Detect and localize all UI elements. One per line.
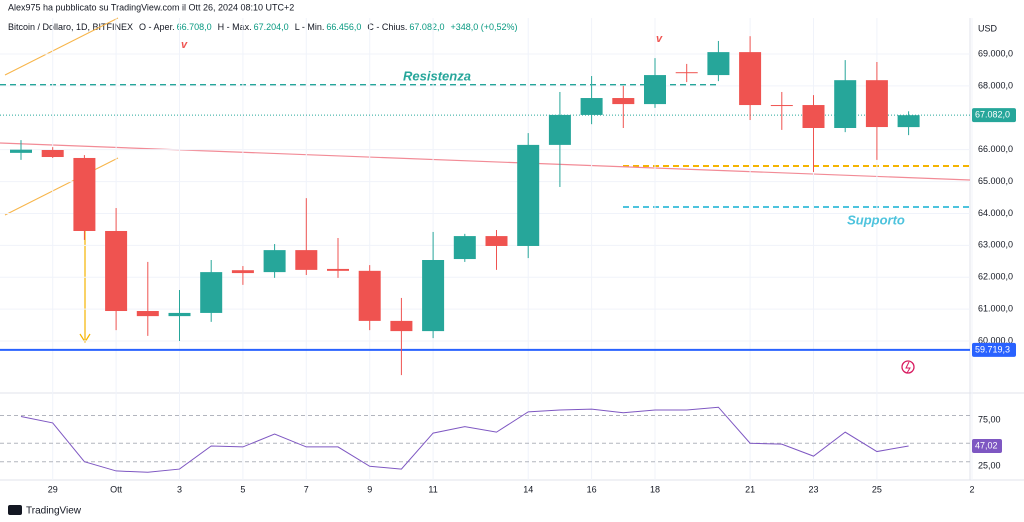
y-tick-label: 66.000,0 — [978, 144, 1013, 154]
event-icon — [905, 361, 911, 374]
x-tick-label: 14 — [523, 484, 533, 494]
candle-body — [358, 270, 381, 321]
candle-body — [739, 52, 762, 106]
currency: USD — [978, 23, 998, 33]
candle-body — [105, 230, 128, 312]
candle-body — [453, 236, 476, 260]
rsi-label-bg — [972, 438, 1002, 453]
candle-body — [136, 311, 159, 317]
trend-line — [0, 142, 971, 181]
y-tick-label: 75,00 — [978, 415, 1001, 425]
x-tick-label: 5 — [240, 484, 245, 494]
candle-body — [73, 157, 96, 231]
price-label: 67.082,0 — [975, 110, 1010, 120]
event-icon — [901, 360, 915, 374]
y-tick-label: 25,00 — [978, 461, 1001, 471]
candle-body — [390, 320, 413, 332]
candle-body — [200, 272, 223, 313]
author-line: Alex975 ha pubblicato su TradingView.com… — [8, 2, 294, 12]
symbol: Bitcoin / Dollaro, 1D, BITFINEX — [8, 22, 133, 32]
legend-value: 67.204,0 — [254, 22, 289, 32]
price-label-bg — [972, 342, 1016, 357]
candle-body — [612, 98, 635, 105]
x-tick-label: 25 — [872, 484, 882, 494]
rsi-line — [20, 406, 909, 473]
annotation: Supporto — [847, 212, 905, 227]
y-tick-label: 62.000,0 — [978, 272, 1013, 282]
candle-body — [802, 105, 825, 128]
x-tick-label: 7 — [304, 484, 309, 494]
annotation: Resistenza — [403, 68, 471, 83]
annotation: v — [656, 33, 663, 45]
candle-body — [770, 105, 793, 107]
legend-label: C - Chius. — [367, 22, 407, 32]
candle-body — [517, 144, 540, 246]
symbol-legend: Bitcoin / Dollaro, 1D, BITFINEX O - Aper.… — [8, 22, 518, 32]
footer-brand: TradingView — [26, 506, 82, 517]
candle-body — [231, 270, 254, 274]
y-tick-label: 60.000,0 — [978, 335, 1013, 345]
candle-body — [644, 75, 666, 105]
x-tick-label: 9 — [367, 484, 372, 494]
legend-value: 66.456,0 — [326, 22, 361, 32]
candle-body — [485, 236, 508, 246]
plot-layer: 60.000,0 61.000,0 62.000,0 63.000,0 64.000,0… — [0, 18, 1016, 494]
y-tick-label: 61.000,0 — [978, 303, 1013, 313]
channel-line — [4, 157, 119, 216]
x-tick-label: 16 — [587, 484, 597, 494]
rsi-label: 47,02 — [975, 440, 998, 450]
legend-change: +348,0 (+0,52%) — [450, 22, 517, 32]
legend-label: O - Aper. — [139, 22, 175, 32]
candle-body — [10, 149, 32, 153]
y-tick-label: 63.000,0 — [978, 240, 1013, 250]
candle-body — [295, 250, 318, 270]
x-tick-label: Ott — [110, 484, 123, 494]
price-label: 59.719,3 — [975, 344, 1010, 354]
x-tick-label: 18 — [650, 484, 660, 494]
price-label-bg — [972, 108, 1016, 123]
x-tick-label: 11 — [428, 484, 437, 494]
candle-body — [548, 114, 571, 145]
x-tick-label: 2 — [969, 484, 974, 494]
x-tick-label: 29 — [48, 484, 58, 494]
x-tick-label: 23 — [808, 484, 818, 494]
x-tick-label: 3 — [177, 484, 182, 494]
candle-body — [422, 260, 445, 332]
logo — [8, 505, 22, 515]
candle-body — [897, 115, 920, 128]
y-tick-label: 65.000,0 — [978, 176, 1013, 186]
legend-label: H - Max. — [218, 22, 252, 32]
candle-body — [707, 52, 730, 76]
legend-label: L - Min. — [295, 22, 325, 32]
arrow-head — [79, 333, 91, 344]
legend-value: 67.082,0 — [409, 22, 444, 32]
channel-line — [4, 17, 119, 76]
candle-body — [168, 312, 191, 317]
candle-body — [675, 72, 698, 74]
annotation: v — [181, 39, 188, 51]
x-tick-label: 21 — [745, 484, 755, 494]
candle-body — [41, 150, 64, 158]
y-tick-label: 64.000,0 — [978, 208, 1013, 218]
candle-body — [263, 250, 286, 273]
candle-body — [834, 80, 857, 128]
candle-body — [580, 98, 603, 115]
legend-value: 66.708,0 — [177, 22, 212, 32]
y-tick-label: 68.000,0 — [978, 80, 1013, 90]
candle-body — [327, 268, 349, 271]
candle-body — [865, 80, 888, 128]
y-tick-label: 69.000,0 — [978, 48, 1013, 58]
